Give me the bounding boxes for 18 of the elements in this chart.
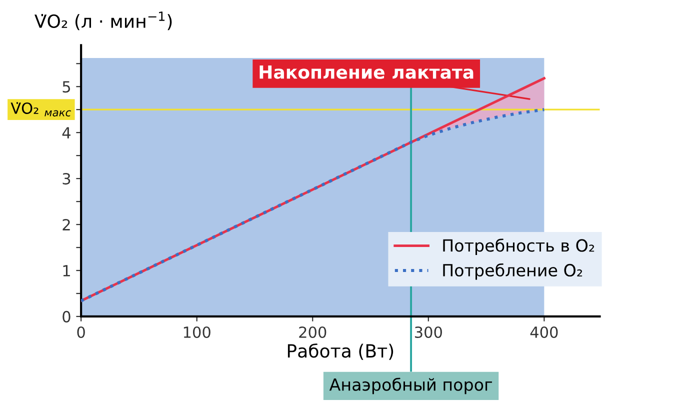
x-tick-label: 100 xyxy=(184,326,210,338)
x-tick-label: 200 xyxy=(299,326,326,338)
y-tick-label: 1 xyxy=(63,265,70,276)
y-tick-label: 2 xyxy=(62,218,70,230)
legend-label: Потребление O₂ xyxy=(443,263,582,280)
annotation: Накопление лактата xyxy=(260,66,474,79)
y-tick-label: 3 xyxy=(62,173,70,185)
y-tick-label: 0 xyxy=(62,310,70,322)
ref-line-label: V̇O₂ $_{макс}$ xyxy=(10,102,72,116)
y-tick-label: 4 xyxy=(62,127,70,138)
x-tick-label: 300 xyxy=(414,326,442,338)
legend-label: Потребность в O₂ xyxy=(443,238,594,256)
x-axis-title: Работа (Вт) xyxy=(288,343,394,360)
x-tick-label: 0 xyxy=(77,326,85,338)
x-tick-label: 400 xyxy=(530,326,558,338)
ref-line-label: Анаэробный порог xyxy=(329,378,492,394)
y-tick-label: 5 xyxy=(62,81,70,93)
y-axis-title: V̇O₂ (л · мин$^{−1}$) xyxy=(34,12,172,30)
